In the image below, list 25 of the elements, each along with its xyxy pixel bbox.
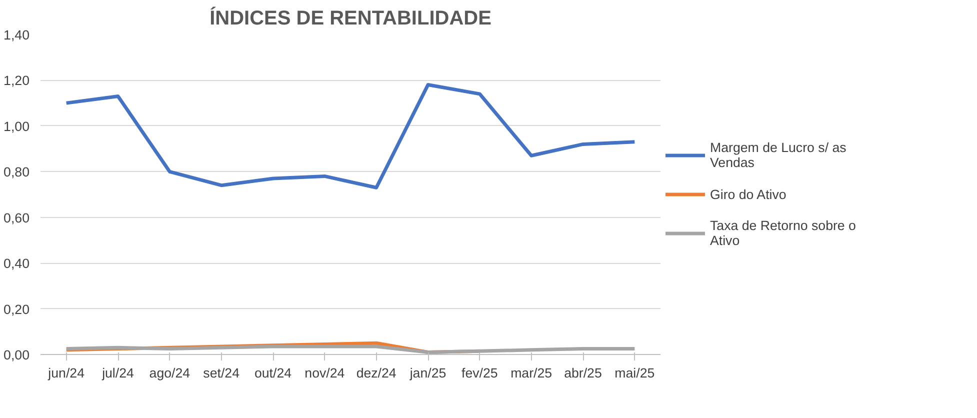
legend-label: Taxa de Retorno sobre o Ativo — [710, 218, 857, 248]
x-tick-label: jul/24 — [101, 366, 135, 380]
y-tick-label: 1,20 — [4, 73, 30, 88]
y-tick-label: 0,60 — [4, 210, 30, 226]
y-tick-label: 1,40 — [4, 28, 30, 42]
x-tick-label: jan/25 — [408, 366, 446, 380]
x-tick-label: nov/24 — [304, 366, 346, 380]
x-tick-label: out/24 — [254, 366, 292, 380]
x-tick-label: abr/25 — [564, 366, 602, 380]
chart-title: ÍNDICES DE RENTABILIDADE — [210, 6, 492, 30]
y-tick-label: 0,40 — [4, 256, 30, 272]
y-tick-label: 0,00 — [4, 348, 30, 362]
x-tick-label: jun/24 — [47, 366, 86, 380]
legend-label: Margem de Lucro s/ as Vendas — [710, 140, 848, 170]
x-tick-label: dez/24 — [356, 366, 397, 380]
y-tick-label: 0,80 — [4, 164, 30, 180]
x-tick-label: fev/25 — [462, 366, 498, 380]
x-tick-label: mar/25 — [510, 366, 552, 380]
line-series — [64, 83, 636, 190]
y-tick-label: 1,00 — [4, 118, 30, 134]
x-tick-label: mai/25 — [614, 366, 655, 380]
x-tick-label: set/24 — [203, 366, 240, 380]
legend-label: Giro do Ativo — [710, 186, 788, 202]
x-tick-label: ago/24 — [149, 366, 191, 380]
y-tick-label: 0,20 — [4, 302, 30, 317]
